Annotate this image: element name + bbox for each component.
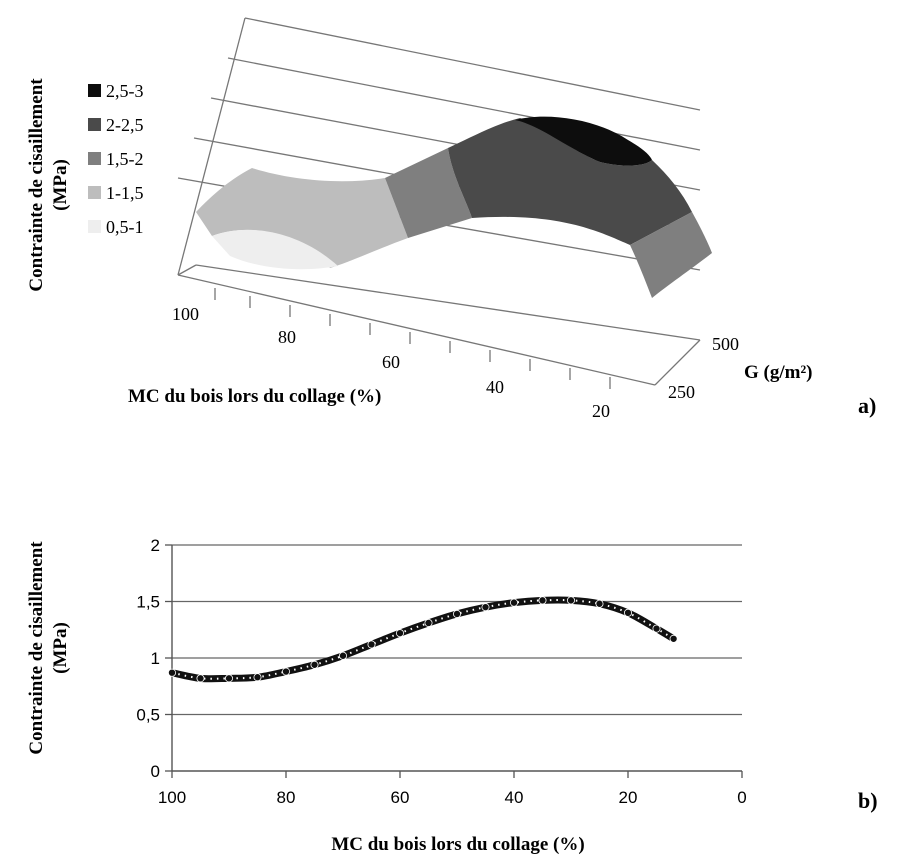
x-axis-label-a: MC du bois lors du collage (%) — [128, 386, 381, 407]
y-axis-label-b-line2: (MPa) — [50, 622, 71, 674]
y-axis-label-a: Contrainte de cisaillement (MPa) — [26, 78, 71, 292]
z-tick-1: 500 — [712, 334, 739, 354]
legend-swatch-5 — [88, 220, 101, 233]
y-tick-b-1: 0,5 — [136, 706, 160, 725]
x-tick-a-2: 80 — [278, 327, 296, 347]
legend-label-5: 0,5-1 — [106, 217, 144, 237]
point-b-0-16 — [624, 608, 633, 617]
point-b-0-6 — [338, 651, 347, 660]
point-b-0-10 — [452, 609, 461, 618]
x-tick-b-0: 100 — [158, 788, 186, 807]
surface-band-1-5-2-right — [630, 212, 712, 298]
panel-label-b: b) — [858, 788, 878, 813]
point-b-0-14 — [567, 596, 576, 605]
y-axis-label-a-line1: Contrainte de cisaillement — [26, 78, 47, 292]
y-ticks-b: 0 0,5 1 1,5 2 — [136, 536, 160, 781]
panel-label-a: a) — [858, 393, 876, 418]
point-b-0-3 — [253, 673, 262, 682]
point-b-0-11 — [481, 603, 490, 612]
x-tick-b-4: 20 — [619, 788, 638, 807]
legend-a: 2,5-3 2-2,5 1,5-2 1-1,5 0,5-1 — [88, 81, 144, 237]
surface-chart-a: 2,5-3 2-2,5 1,5-2 1-1,5 0,5-1 Contrainte… — [26, 17, 876, 421]
x-axis-label-b: MC du bois lors du collage (%) — [331, 834, 584, 855]
point-b-0-4 — [281, 667, 290, 676]
y-tick-b-2: 1 — [151, 649, 160, 668]
surface-band-1-1-5-left — [196, 168, 408, 268]
surface-band-2-5-3 — [515, 116, 652, 166]
surface-band-0-5-1 — [212, 229, 338, 270]
legend-label-1: 2,5-3 — [106, 81, 144, 101]
legend-label-4: 1-1,5 — [106, 183, 144, 203]
y-tick-b-0: 0 — [151, 762, 160, 781]
surface-band-1-5-2 — [385, 148, 472, 238]
legend-swatch-3 — [88, 152, 101, 165]
z-axis-label: G (g/m²) — [744, 362, 813, 383]
point-b-0-1 — [196, 674, 205, 683]
point-b-0-8 — [395, 629, 404, 638]
surface — [196, 116, 712, 298]
x-tick-b-1: 80 — [277, 788, 296, 807]
legend-swatch-2 — [88, 118, 101, 131]
floor-grid — [177, 264, 701, 389]
legend-label-2: 2-2,5 — [106, 115, 144, 135]
x-tick-a-3: 60 — [382, 352, 400, 372]
point-b-0-15 — [595, 599, 604, 608]
y-axis-label-a-line2: (MPa) — [50, 159, 71, 211]
legend-swatch-4 — [88, 186, 101, 199]
line-chart-b: 0 0,5 1 1,5 2 100 80 60 40 20 0 Contrainte de cis… — [26, 536, 878, 855]
point-b-0-18 — [669, 634, 678, 643]
series-line-b-0 — [168, 596, 678, 683]
x-tick-b-3: 40 — [505, 788, 524, 807]
y-axis-label-b: Contrainte de cisaillement (MPa) — [26, 541, 71, 755]
y-tick-b-4: 2 — [151, 536, 160, 555]
y-tick-b-3: 1,5 — [136, 593, 160, 612]
point-b-0-12 — [509, 598, 518, 607]
point-b-0-17 — [652, 624, 661, 633]
y-axis-label-b-line1: Contrainte de cisaillement — [26, 541, 47, 755]
x-tick-b-2: 60 — [391, 788, 410, 807]
point-b-0-9 — [424, 618, 433, 627]
point-b-0-5 — [310, 660, 319, 669]
x-tick-b-5: 0 — [737, 788, 746, 807]
point-b-0-0 — [167, 668, 176, 677]
x-tick-a-5: 20 — [592, 401, 610, 421]
x-tick-a-1: 100 — [172, 304, 199, 324]
legend-label-3: 1,5-2 — [106, 149, 144, 169]
x-tick-a-4: 40 — [486, 377, 504, 397]
grid-b — [165, 544, 743, 778]
z-tick-2: 250 — [668, 382, 695, 402]
x-ticks-b: 100 80 60 40 20 0 — [158, 788, 747, 807]
point-b-0-13 — [538, 596, 547, 605]
point-b-0-2 — [224, 674, 233, 683]
series-b — [167, 596, 678, 683]
surface-band-2-2-5 — [448, 118, 692, 245]
legend-swatch-1 — [88, 84, 101, 97]
point-b-0-7 — [367, 640, 376, 649]
series-dots-b-0 — [171, 599, 675, 680]
